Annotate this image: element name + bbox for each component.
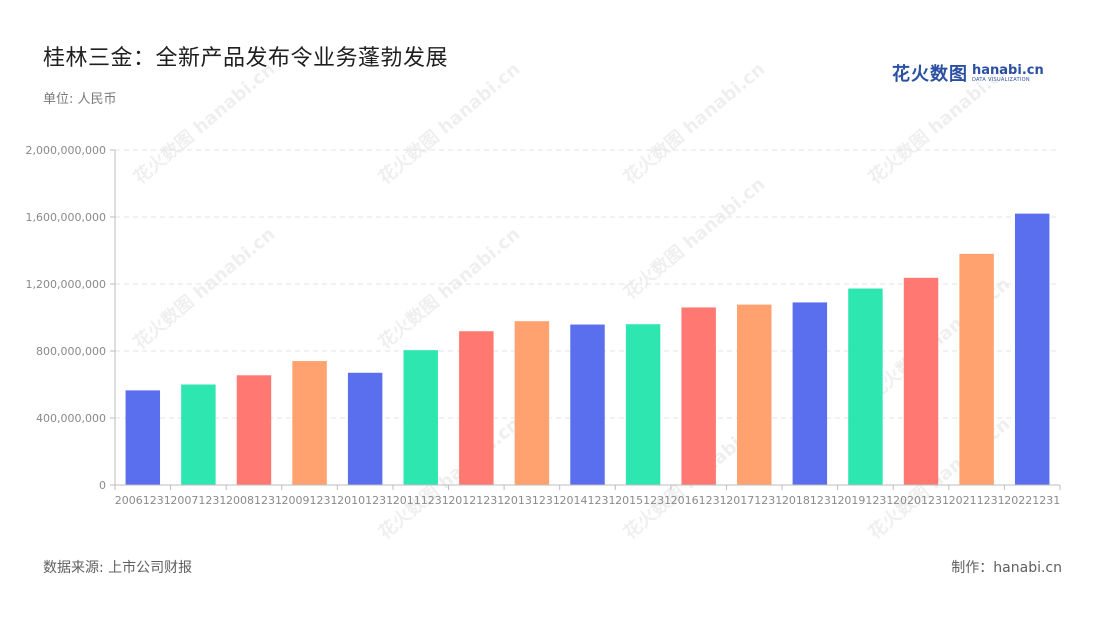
logo-en-block: hanabi.cn DATA VISUALIZATION xyxy=(972,64,1044,83)
bar-20121231 xyxy=(459,331,494,485)
x-tick-label-20061231: 20061231 xyxy=(115,494,171,507)
bar-20201231 xyxy=(903,277,939,485)
bar-20071231 xyxy=(181,384,216,485)
bar-20221231 xyxy=(1014,213,1050,485)
bar-20111231 xyxy=(403,350,438,485)
bar-20161231 xyxy=(681,307,716,485)
x-tick-label-20181231: 20181231 xyxy=(782,494,838,507)
bar-20211231 xyxy=(959,253,994,485)
x-tick-label-20151231: 20151231 xyxy=(615,494,671,507)
x-tick-label-20191231: 20191231 xyxy=(837,494,893,507)
x-tick-label-20131231: 20131231 xyxy=(504,494,560,507)
y-tick-label-4: 1,600,000,000 xyxy=(26,211,106,224)
bar-20061231 xyxy=(125,390,161,485)
x-tick-label-20161231: 20161231 xyxy=(671,494,727,507)
x-tick-label-20101231: 20101231 xyxy=(337,494,393,507)
data-source: 数据来源: 上市公司财报 xyxy=(43,560,193,576)
y-tick-label-5: 2,000,000,000 xyxy=(26,144,106,157)
y-tick-label-1: 400,000,000 xyxy=(36,412,106,425)
x-tick-label-20171231: 20171231 xyxy=(726,494,782,507)
bar-20101231 xyxy=(347,372,383,485)
watermark-3: 花火数图 hanabi.cn xyxy=(864,58,1014,189)
brand-logo: 花火数图 hanabi.cn DATA VISUALIZATION xyxy=(892,60,1044,86)
watermark-5: 花火数图 hanabi.cn xyxy=(374,223,524,354)
watermark-0: 花火数图 hanabi.cn xyxy=(129,58,279,189)
bar-20151231 xyxy=(625,324,661,485)
x-tick-label-20221231: 20221231 xyxy=(1004,494,1060,507)
y-tick-label-0: 0 xyxy=(99,479,106,492)
x-tick-label-20081231: 20081231 xyxy=(226,494,282,507)
x-tick-label-20111231: 20111231 xyxy=(393,494,449,507)
watermark-8: 花火数图 hanabi.cn xyxy=(374,413,524,544)
bar-20081231 xyxy=(236,375,272,485)
x-tick-label-20211231: 20211231 xyxy=(949,494,1005,507)
logo-cn-text: 花火数图 xyxy=(892,64,968,85)
unit-label: 单位: 人民币 xyxy=(43,92,117,107)
x-tick-label-20121231: 20121231 xyxy=(448,494,504,507)
x-tick-label-20071231: 20071231 xyxy=(170,494,226,507)
y-tick-label-2: 800,000,000 xyxy=(36,345,106,358)
bar-20191231 xyxy=(848,288,883,485)
bar-20131231 xyxy=(514,321,550,485)
logo-en-text: hanabi.cn xyxy=(972,62,1044,78)
bar-20091231 xyxy=(292,361,327,485)
y-tick-label-3: 1,200,000,000 xyxy=(26,278,106,291)
logo-sub-text: DATA VISUALIZATION xyxy=(972,76,1030,83)
chart-title: 桂林三金：全新产品发布令业务蓬勃发展 xyxy=(43,46,449,71)
watermark-1: 花火数图 hanabi.cn xyxy=(374,58,524,189)
x-axis-ticks: 20061231 20071231 20081231 20091231 20101231… xyxy=(114,485,1061,507)
bar-20171231 xyxy=(737,304,772,485)
x-tick-label-20141231: 20141231 xyxy=(560,494,616,507)
x-tick-label-20091231: 20091231 xyxy=(282,494,338,507)
credit-text: 制作：hanabi.cn xyxy=(951,560,1062,576)
x-tick-label-20201231: 20201231 xyxy=(893,494,949,507)
watermark-2: 花火数图 hanabi.cn xyxy=(619,58,769,189)
bar-20181231 xyxy=(792,302,828,485)
y-axis-ticks: 0 400,000,000 800,000,000 1,200,000,000 1,60… xyxy=(26,144,115,492)
bar-20141231 xyxy=(570,324,605,485)
bars-group xyxy=(125,213,1050,485)
watermark-4: 花火数图 hanabi.cn xyxy=(129,223,279,354)
